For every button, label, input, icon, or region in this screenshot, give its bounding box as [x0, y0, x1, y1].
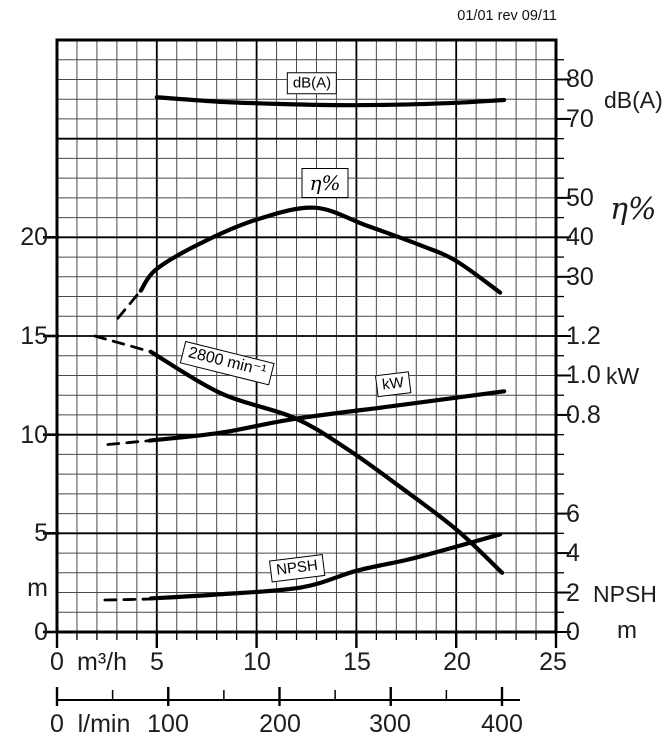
curve-npsh [148, 532, 503, 601]
curve-kw-dashed [106, 439, 152, 446]
curve-eta-dashed [116, 289, 143, 320]
revision-note: 01/01 rev 09/11 [457, 8, 557, 24]
x-axis-lmin-tick-100: 100 [147, 710, 189, 738]
left-axis-tick-15: 15 [20, 322, 48, 350]
right-axis-tick-1-2: 1.2 [566, 322, 601, 350]
right-axis-tick-40: 40 [566, 223, 594, 251]
x-axis-m3h-tick-0: 0 [50, 648, 64, 676]
curve-label-dba: dB(A) [286, 72, 338, 94]
x-axis-m3h-tick-25: 25 [539, 648, 567, 676]
curve-label-kw: kW [374, 371, 412, 397]
x-axis-lmin-tick-0: 0 [50, 710, 64, 738]
curve-head-dashed [93, 334, 153, 354]
x-axis-m3h-tick-15: 15 [343, 648, 371, 676]
right-axis-tick-6: 6 [566, 500, 580, 528]
right-axis-unit-dba: dB(A) [604, 87, 663, 113]
right-axis-tick-80: 80 [566, 65, 594, 93]
x-axis-lmin-tick-400: 400 [481, 710, 523, 738]
left-axis-tick-10: 10 [20, 421, 48, 449]
x-axis-lmin-unit: l/min [77, 710, 131, 738]
x-axis-m3h-unit: m³/h [77, 648, 127, 676]
right-axis-tick-30: 30 [566, 263, 594, 291]
left-axis-tick-0: 0 [34, 618, 48, 646]
left-axis-tick-5: 5 [34, 519, 48, 547]
left-axis-unit-m: m [27, 574, 48, 602]
right-axis-tick-2: 2 [566, 579, 580, 607]
curve-dba [154, 95, 507, 108]
right-axis-tick-50: 50 [566, 184, 594, 212]
right-axis-tick-0-8: 0.8 [566, 401, 601, 429]
curve-npsh-dashed [103, 597, 153, 602]
right-axis-unit-kw: kW [606, 363, 640, 389]
right-axis-unit-npsh-m: m [617, 617, 637, 644]
curve-kw [147, 389, 507, 443]
right-axis-tick-4: 4 [566, 539, 580, 567]
x-axis-m3h-tick-10: 10 [243, 648, 271, 676]
curve-label-eta: η% [301, 168, 349, 198]
right-axis-unit-npsh: NPSH [593, 581, 657, 607]
x-axis-m3h-tick-5: 5 [150, 648, 164, 676]
curve-head [148, 349, 505, 575]
x-axis-lmin-tick-300: 300 [369, 710, 411, 738]
right-axis-tick-npsh-0: 0 [566, 618, 580, 646]
right-axis-unit-eta: η% [610, 192, 657, 227]
x-axis-lmin-tick-200: 200 [259, 710, 301, 738]
curve-eta [138, 205, 503, 295]
x-axis-m3h-tick-20: 20 [443, 648, 471, 676]
right-axis-tick-70: 70 [566, 105, 594, 133]
left-axis-tick-20: 20 [20, 223, 48, 251]
right-axis-tick-1-0: 1.0 [566, 361, 601, 389]
